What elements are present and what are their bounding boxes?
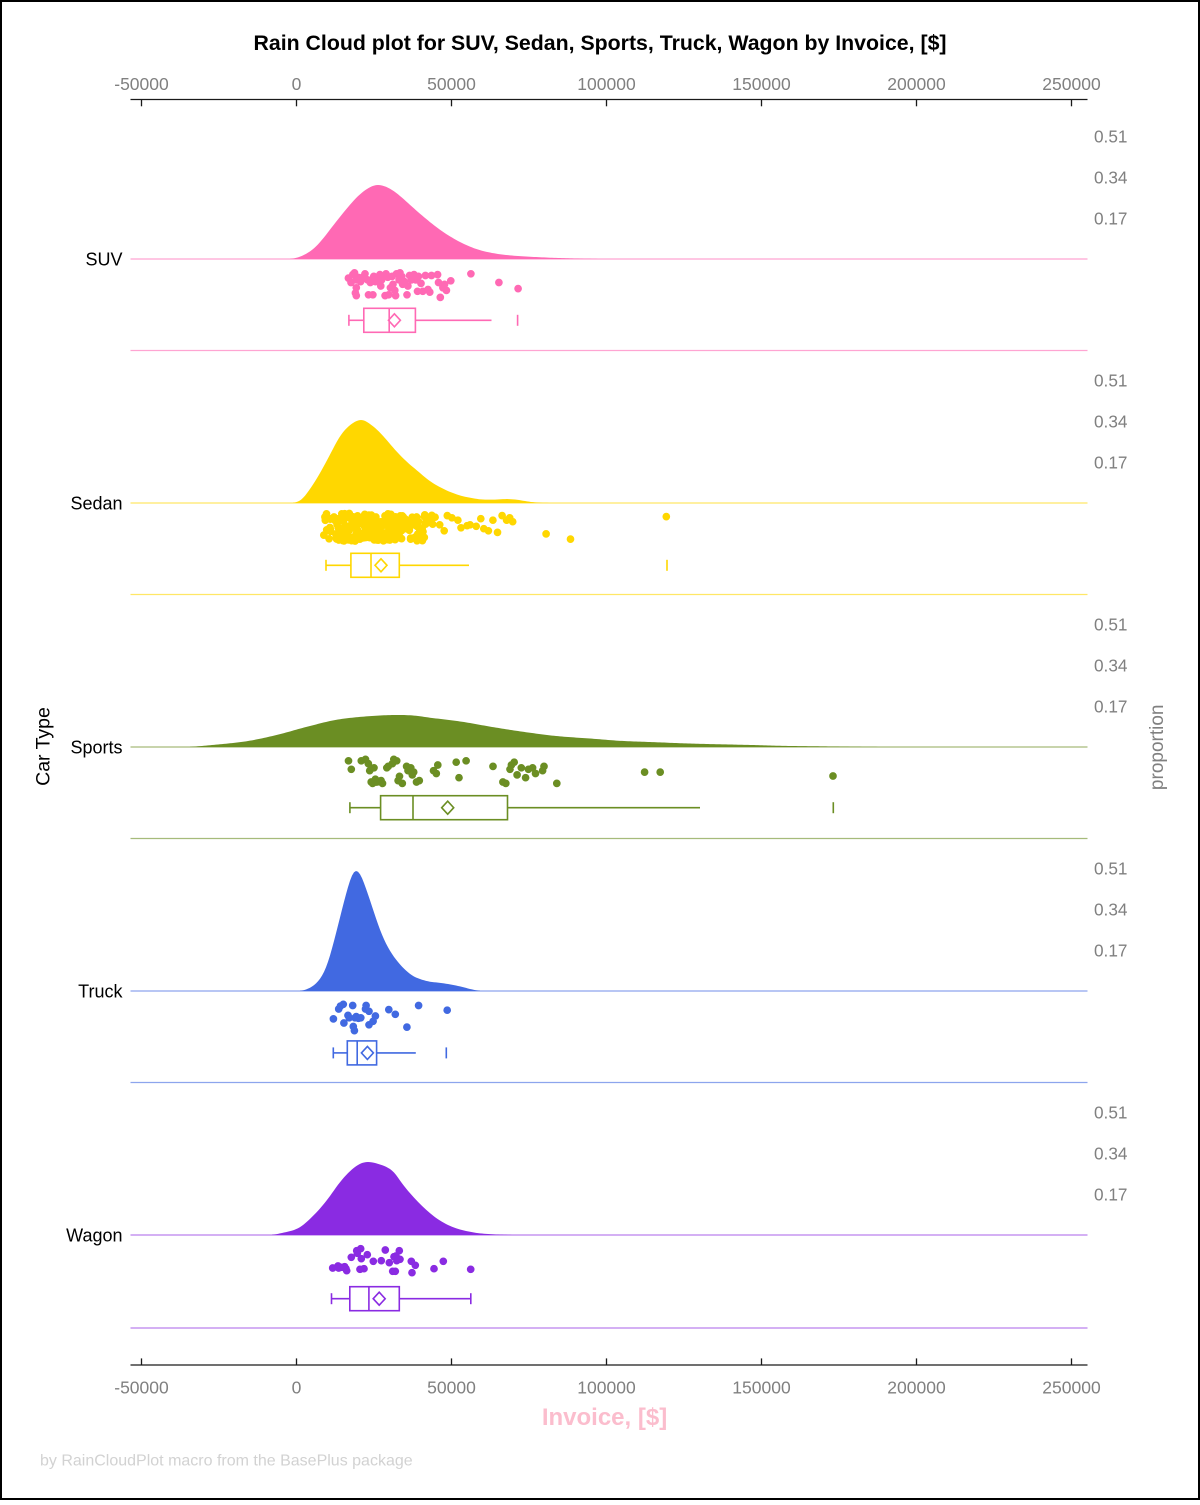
- svg-text:150000: 150000: [732, 1378, 791, 1398]
- svg-text:Wagon: Wagon: [66, 1225, 122, 1245]
- svg-text:Invoice, [$]: Invoice, [$]: [542, 1404, 667, 1431]
- svg-text:SUV: SUV: [85, 249, 122, 269]
- svg-text:Car Type: Car Type: [33, 707, 55, 786]
- svg-text:Sports: Sports: [70, 737, 122, 757]
- svg-text:0.17: 0.17: [1094, 1184, 1127, 1204]
- svg-text:0.51: 0.51: [1094, 1102, 1127, 1122]
- svg-text:100000: 100000: [577, 1378, 636, 1398]
- svg-text:0.34: 0.34: [1094, 1143, 1128, 1163]
- svg-text:0.17: 0.17: [1094, 452, 1127, 472]
- svg-text:Truck: Truck: [78, 981, 123, 1001]
- svg-text:Sedan: Sedan: [70, 493, 122, 513]
- svg-text:Rain Cloud plot for SUV, Sedan: Rain Cloud plot for SUV, Sedan, Sports, …: [253, 31, 946, 55]
- svg-text:50000: 50000: [427, 1378, 476, 1398]
- svg-text:0.34: 0.34: [1094, 167, 1128, 187]
- svg-text:-50000: -50000: [114, 74, 169, 94]
- svg-text:-50000: -50000: [114, 1378, 169, 1398]
- svg-text:0.51: 0.51: [1094, 858, 1127, 878]
- svg-text:50000: 50000: [427, 74, 476, 94]
- svg-text:0.51: 0.51: [1094, 126, 1127, 146]
- svg-text:0: 0: [292, 74, 302, 94]
- svg-text:250000: 250000: [1042, 74, 1101, 94]
- svg-text:250000: 250000: [1042, 1378, 1101, 1398]
- svg-text:200000: 200000: [887, 1378, 946, 1398]
- svg-text:150000: 150000: [732, 74, 791, 94]
- svg-text:proportion: proportion: [1147, 705, 1168, 791]
- svg-text:0.34: 0.34: [1094, 899, 1128, 919]
- svg-text:0.51: 0.51: [1094, 370, 1127, 390]
- svg-text:0.17: 0.17: [1094, 208, 1127, 228]
- svg-text:200000: 200000: [887, 74, 946, 94]
- svg-text:100000: 100000: [577, 74, 636, 94]
- svg-text:0.34: 0.34: [1094, 655, 1128, 675]
- svg-text:0.17: 0.17: [1094, 940, 1127, 960]
- svg-text:0.34: 0.34: [1094, 411, 1128, 431]
- svg-text:0.51: 0.51: [1094, 614, 1127, 634]
- svg-text:0.17: 0.17: [1094, 696, 1127, 716]
- svg-text:by RainCloudPlot macro from th: by RainCloudPlot macro from the BasePlus…: [40, 1453, 413, 1470]
- svg-text:0: 0: [292, 1378, 302, 1398]
